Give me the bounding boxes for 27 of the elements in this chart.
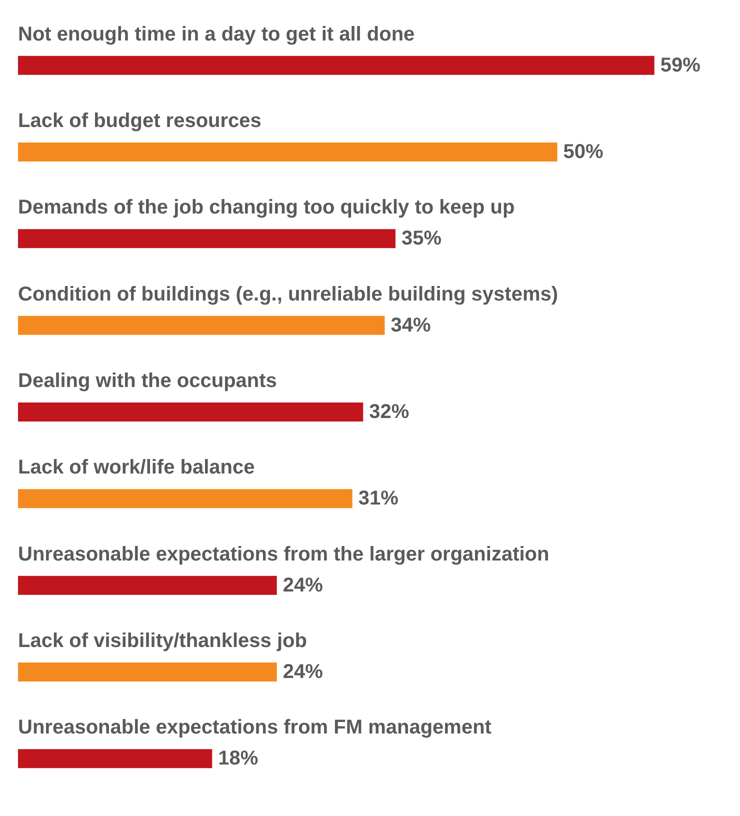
data-label: 31% <box>358 488 399 510</box>
bar <box>18 316 385 335</box>
y-tick-label: Lack of budget resources <box>18 110 262 132</box>
y-tick-label: Lack of work/life balance <box>18 456 255 479</box>
y-tick-label: Dealing with the occupants <box>18 370 277 392</box>
bar <box>18 56 654 75</box>
y-tick-label: Unreasonable expectations from the larger organization <box>18 543 550 566</box>
bar <box>18 489 352 508</box>
data-label: 18% <box>218 748 258 770</box>
data-label: 24% <box>282 661 324 683</box>
y-tick-label: Not enough time in a day to get it all done <box>18 23 415 46</box>
data-label: 59% <box>660 54 701 76</box>
bar <box>18 402 364 422</box>
bar <box>18 229 396 248</box>
bar <box>18 749 212 768</box>
data-label: 34% <box>390 314 431 336</box>
y-tick-label: Condition of buildings (e.g., unreliable building systems) <box>18 283 558 306</box>
y-tick-label: Demands of the job changing too quickly to keep up <box>18 196 515 219</box>
data-label: 32% <box>369 401 410 423</box>
y-tick-label: Unreasonable expectations from FM management <box>18 716 492 739</box>
data-label: 50% <box>563 141 604 163</box>
data-label: 24% <box>282 574 324 596</box>
bar <box>18 142 558 162</box>
bar <box>18 662 277 682</box>
data-label: 35% <box>402 228 442 250</box>
bar <box>18 576 277 595</box>
y-tick-label: Lack of visibility/thankless job <box>18 630 307 652</box>
